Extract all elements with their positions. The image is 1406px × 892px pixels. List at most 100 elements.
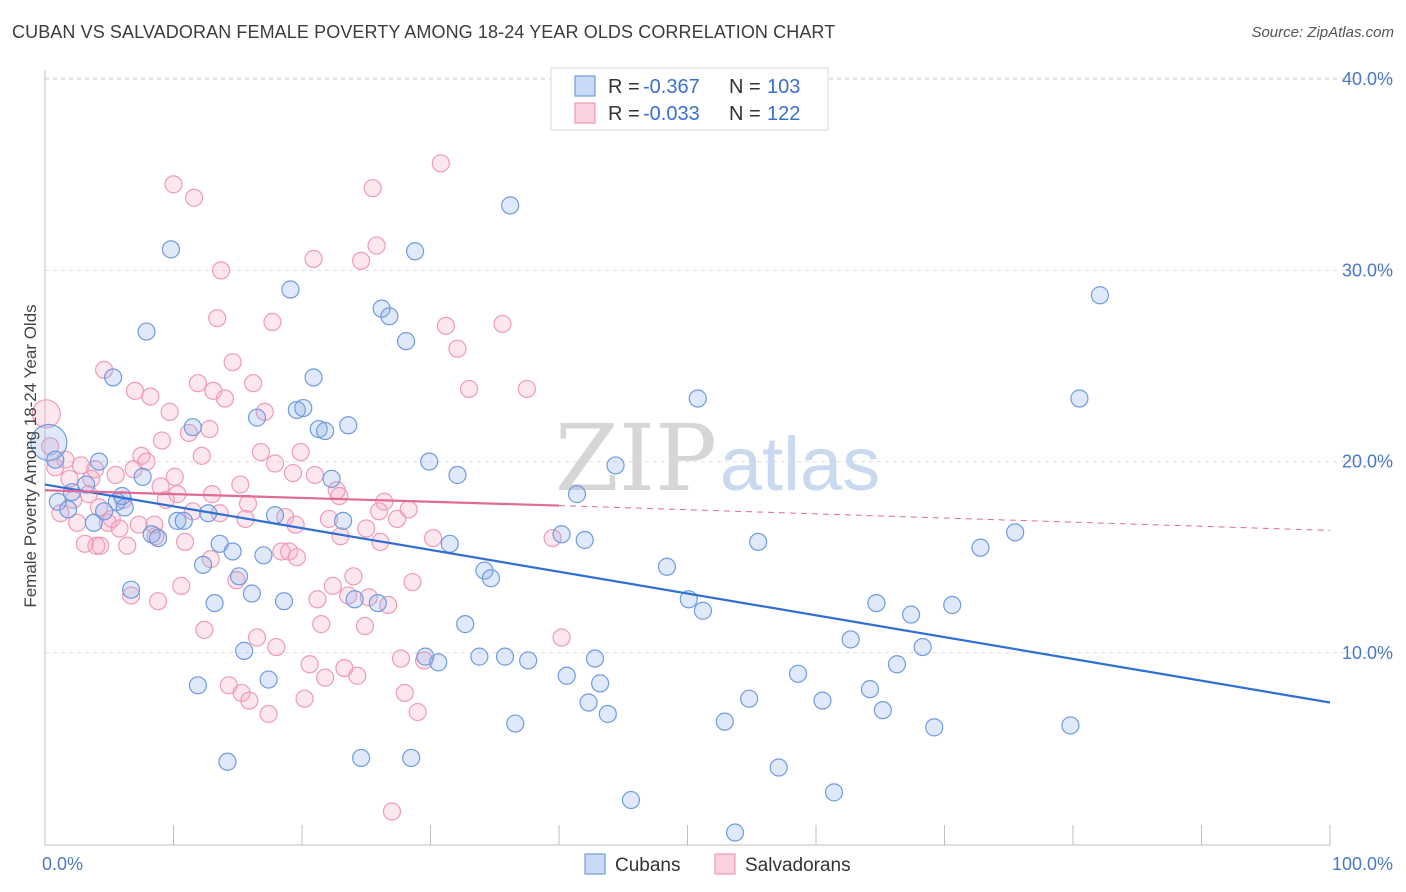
grid-lines	[45, 77, 1392, 654]
point-cubans	[1061, 716, 1080, 735]
point-salvadorans	[215, 389, 234, 408]
point-cubans	[519, 651, 538, 670]
point-salvadorans	[330, 486, 349, 506]
point-salvadorans	[118, 536, 137, 555]
point-salvadorans	[232, 683, 251, 703]
point-cubans	[46, 450, 65, 469]
point-cubans	[229, 567, 249, 586]
point-cubans	[860, 680, 880, 699]
point-cubans	[265, 506, 285, 525]
point-salvadorans	[286, 515, 305, 534]
point-cubans	[420, 452, 439, 471]
legend-r-value-salvadorans: -0.033	[643, 103, 700, 125]
point-cubans	[345, 590, 364, 609]
point-salvadorans	[208, 309, 227, 328]
point-salvadorans	[552, 628, 571, 647]
point-cubans	[456, 615, 475, 634]
x-tick-labels: 0.0% 100.0%	[42, 854, 1393, 874]
point-cubans	[304, 368, 323, 387]
point-salvadorans	[244, 374, 263, 393]
legend-n-label-1: N =	[729, 76, 761, 98]
point-cubans	[567, 485, 587, 504]
point-cubans	[309, 419, 328, 439]
point-cubans	[575, 530, 594, 550]
point-salvadorans	[165, 467, 184, 486]
point-cubans	[769, 758, 788, 777]
point-salvadorans	[125, 381, 145, 400]
legend-swatch-cubans	[574, 75, 596, 97]
point-salvadorans	[348, 666, 367, 685]
point-salvadorans	[195, 620, 214, 639]
point-cubans	[48, 492, 67, 511]
point-salvadorans	[517, 379, 536, 399]
point-cubans	[218, 752, 237, 771]
point-salvadorans	[129, 515, 148, 534]
point-salvadorans	[75, 534, 94, 553]
point-salvadorans	[431, 154, 450, 173]
point-salvadorans	[247, 628, 267, 647]
y-tick-label: 30.0%	[1342, 260, 1393, 280]
point-salvadorans	[259, 704, 278, 724]
point-salvadorans	[363, 179, 382, 198]
point-cubans	[174, 511, 193, 530]
point-cubans	[1070, 389, 1089, 408]
point-cubans	[148, 528, 168, 548]
point-salvadorans	[71, 456, 91, 475]
point-salvadorans	[391, 649, 411, 668]
point-cubans	[901, 605, 921, 624]
point-cubans	[368, 593, 387, 613]
point-salvadorans	[91, 536, 110, 555]
chart-title: CUBAN VS SALVADORAN FEMALE POVERTY AMONG…	[12, 22, 836, 42]
point-salvadorans	[382, 802, 402, 821]
point-salvadorans	[308, 590, 327, 609]
point-salvadorans	[102, 509, 121, 529]
point-cubans	[121, 580, 141, 599]
point-cubans	[287, 400, 306, 420]
point-salvadorans	[316, 668, 335, 687]
point-salvadorans	[175, 532, 195, 552]
legend-swatch-salvadorans	[574, 102, 596, 124]
point-salvadorans	[423, 528, 443, 548]
point-salvadorans	[344, 567, 363, 586]
trend-lines	[44, 483, 1331, 704]
point-cubans	[59, 500, 78, 519]
x-tick-label: 100.0%	[1332, 854, 1393, 874]
point-salvadorans	[121, 586, 141, 605]
point-cubans	[188, 676, 208, 695]
point-salvadorans	[263, 312, 282, 332]
point-salvadorans	[367, 236, 386, 255]
point-salvadorans	[403, 572, 422, 592]
point-salvadorans	[110, 519, 129, 538]
point-cubans	[749, 532, 768, 552]
watermark-zip: ZIP	[555, 405, 717, 512]
point-cubans	[183, 418, 202, 437]
point-salvadorans	[295, 689, 314, 708]
point-salvadorans	[265, 454, 285, 473]
point-salvadorans	[305, 465, 324, 485]
point-cubans	[598, 704, 617, 724]
point-salvadorans	[152, 431, 172, 450]
point-cubans	[552, 525, 571, 544]
point-salvadorans	[352, 251, 371, 270]
axes	[44, 70, 1331, 846]
point-cubans	[294, 398, 313, 418]
trend-line-salvadorans	[44, 489, 560, 507]
point-salvadorans	[192, 446, 211, 465]
y-tick-labels: 10.0% 20.0% 30.0% 40.0%	[1342, 69, 1393, 663]
point-cubans	[322, 469, 341, 488]
point-cubans	[223, 542, 242, 561]
point-cubans	[339, 416, 358, 435]
point-cubans	[693, 601, 713, 620]
point-salvadorans	[148, 592, 168, 611]
point-cubans	[77, 475, 96, 494]
point-salvadorans	[436, 316, 456, 335]
point-salvadorans	[304, 249, 323, 269]
legend-item-cubans: Cubans	[615, 855, 681, 876]
point-cubans	[205, 593, 224, 613]
point-cubans	[429, 653, 448, 672]
point-salvadorans	[459, 379, 479, 399]
point-salvadorans	[60, 469, 79, 488]
point-salvadorans	[106, 465, 125, 485]
point-salvadorans	[223, 353, 242, 372]
